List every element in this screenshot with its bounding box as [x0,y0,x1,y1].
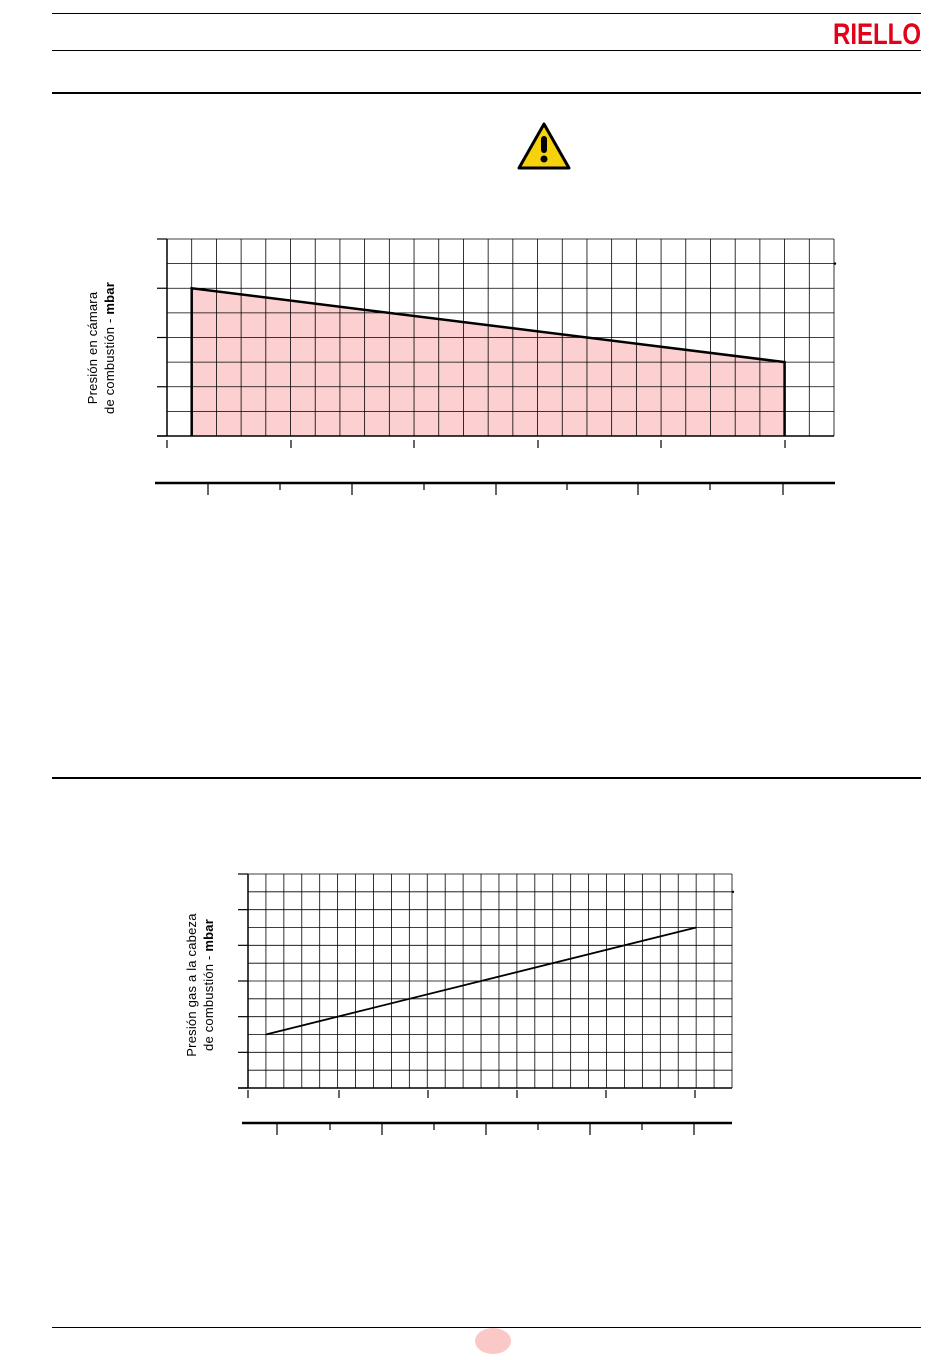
svg-text:RIELLO: RIELLO [833,18,921,48]
warning-triangle-icon [517,122,571,170]
page-number-badge [475,1328,511,1354]
section-divider [52,777,921,779]
header-rule-middle [52,50,921,51]
stray-dot [731,890,735,894]
series-line [265,926,697,1036]
head-gas-pressure-chart [238,873,735,1135]
chamber-pressure-chart [155,238,837,495]
stray-dot [833,262,837,265]
header-rule-top [52,13,921,14]
header-rule-bottom [52,92,921,94]
head-gas-pressure-ylabel: Presión gas a la cabeza de combustión - … [184,913,216,1057]
riello-logo: RIELLO [833,18,921,48]
series-line [190,286,786,436]
footer-rule [52,1327,921,1328]
